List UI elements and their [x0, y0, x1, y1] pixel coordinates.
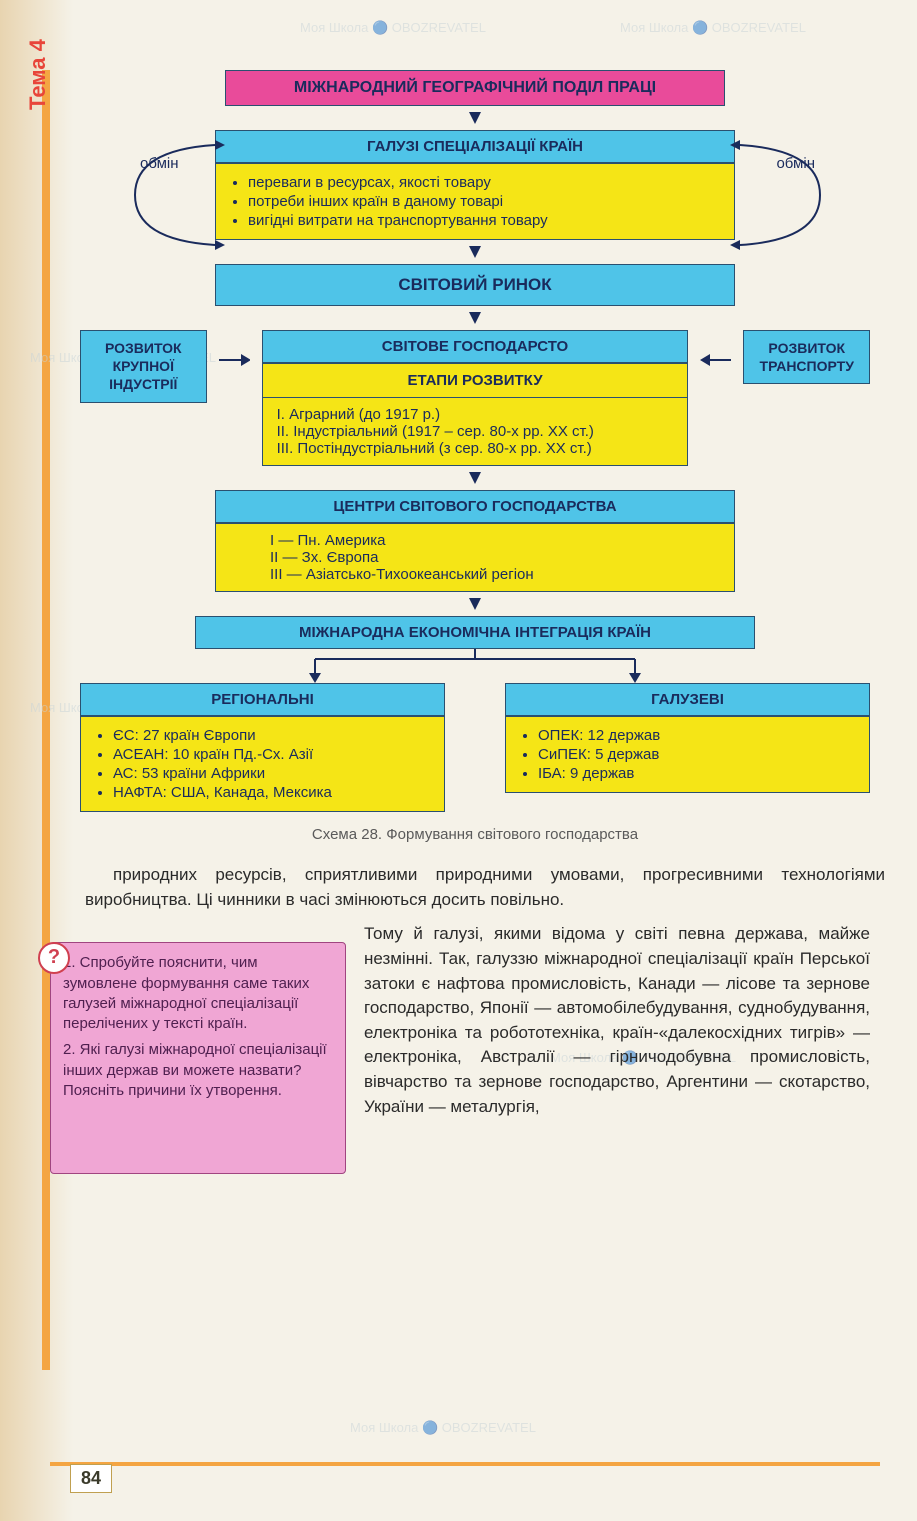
line: РОЗВИТОК	[105, 340, 182, 356]
node-body: переваги в ресурсах, якості товару потре…	[215, 163, 735, 240]
side-tab-label: Тема 4	[25, 39, 51, 110]
diagram-caption: Схема 28. Формування світового господарс…	[80, 826, 870, 843]
page-number: 84	[70, 1464, 112, 1493]
arrow-right-icon	[219, 330, 250, 390]
text-with-task: 1. Спробуйте пояснити, чим зумовлене фор…	[50, 922, 870, 1174]
bottom-accent-bar	[50, 1462, 880, 1466]
list-item: ІІІ. Постіндустріальний (з сер. 80-х рр.…	[277, 440, 674, 457]
paragraph: природних ресурсів, сприятливими природн…	[85, 863, 885, 912]
node-side-industry: РОЗВИТОК КРУПНОЇ ІНДУСТРІЇ	[80, 330, 207, 403]
list-item: ОПЕК: 12 держав	[538, 727, 855, 744]
node-header: ЦЕНТРИ СВІТОВОГО ГОСПОДАРСТВА	[215, 490, 735, 523]
node-body: ЄС: 27 країн Європи АСЕАН: 10 країн Пд.-…	[80, 716, 445, 812]
node-header: ГАЛУЗЕВІ	[505, 683, 870, 716]
node-body: І — Пн. Америка ІІ — Зх. Європа ІІІ — Аз…	[215, 523, 735, 592]
node-side-transport: РОЗВИТОК ТРАНСПОРТУ	[743, 330, 870, 384]
list-item: І. Аграрний (до 1917 р.)	[277, 406, 674, 423]
line: КРУПНОЇ	[113, 358, 174, 374]
node-world-economy: СВІТОВЕ ГОСПОДАРСТО ЕТАПИ РОЗВИТКУ І. Аг…	[262, 330, 689, 466]
node-body: І. Аграрний (до 1917 р.) ІІ. Індустріаль…	[262, 398, 689, 466]
arrow-down-icon	[469, 112, 481, 124]
node-specialization: ГАЛУЗІ СПЕЦІАЛІЗАЦІЇ КРАЇН переваги в ре…	[215, 130, 735, 240]
arrow-down-icon	[469, 472, 481, 484]
arrow-down-icon	[469, 312, 481, 324]
task-question-1: 1. Спробуйте пояснити, чим зумовлене фор…	[63, 953, 333, 1034]
list-item: потреби інших країн в даному товарі	[248, 193, 720, 210]
node-body: ОПЕК: 12 держав СиПЕК: 5 держав ІБА: 9 д…	[505, 716, 870, 793]
arrow-left-icon	[700, 330, 731, 390]
list-item: І — Пн. Америка	[270, 532, 720, 549]
line: РОЗВИТОК	[768, 340, 845, 356]
split-arrows-icon	[195, 649, 755, 683]
node-regional: РЕГІОНАЛЬНІ ЄС: 27 країн Європи АСЕАН: 1…	[80, 683, 445, 812]
list-item: переваги в ресурсах, якості товару	[248, 174, 720, 191]
list-item: АСЕАН: 10 країн Пд.-Сх. Азії	[113, 746, 430, 763]
line: ІНДУСТРІЇ	[109, 376, 177, 392]
page: Тема 4 Моя Школа 🔵 OBOZREVATEL Моя Школа…	[0, 0, 917, 1521]
list-item: ІІІ — Азіатсько-Тихоокеанський регіон	[270, 566, 720, 583]
list-item: АС: 53 країни Африки	[113, 765, 430, 782]
node-subtitle: ЕТАПИ РОЗВИТКУ	[262, 363, 689, 398]
list-item: СиПЕК: 5 держав	[538, 746, 855, 763]
list-item: вигідні витрати на транспортування товар…	[248, 212, 720, 229]
node-world-market: СВІТОВИЙ РИНОК	[215, 264, 735, 306]
node-title-pink: МІЖНАРОДНИЙ ГЕОГРАФІЧНИЙ ПОДІЛ ПРАЦІ	[225, 70, 725, 106]
list-item: ЄС: 27 країн Європи	[113, 727, 430, 744]
watermark: Моя Школа 🔵 OBOZREVATEL	[620, 20, 806, 36]
curve-arrow-left-icon	[120, 140, 230, 250]
task-question-2: 2. Які галузі міжнародної спеціалізації …	[63, 1040, 333, 1101]
line: ТРАНСПОРТУ	[760, 358, 854, 374]
watermark: Моя Школа 🔵 OBOZREVATEL	[300, 20, 486, 36]
list-item: ІБА: 9 держав	[538, 765, 855, 782]
task-box: 1. Спробуйте пояснити, чим зумовлене фор…	[50, 942, 346, 1174]
curve-arrow-right-icon	[725, 140, 835, 250]
side-accent-bar	[42, 70, 50, 1370]
node-centers: ЦЕНТРИ СВІТОВОГО ГОСПОДАРСТВА І — Пн. Ам…	[215, 490, 735, 592]
list-item: ІІ — Зх. Європа	[270, 549, 720, 566]
diagram: МІЖНАРОДНИЙ ГЕОГРАФІЧНИЙ ПОДІЛ ПРАЦІ ГАЛ…	[80, 70, 870, 843]
node-sectoral: ГАЛУЗЕВІ ОПЕК: 12 держав СиПЕК: 5 держав…	[505, 683, 870, 812]
node-header: СВІТОВЕ ГОСПОДАРСТО	[262, 330, 689, 363]
node-header: РЕГІОНАЛЬНІ	[80, 683, 445, 716]
list-item: НАФТА: США, Канада, Мексика	[113, 784, 430, 801]
node-integration: МІЖНАРОДНА ЕКОНОМІЧНА ІНТЕГРАЦІЯ КРАЇН	[195, 616, 755, 649]
arrow-down-icon	[469, 598, 481, 610]
watermark: Моя Школа 🔵 OBOZREVATEL	[350, 1420, 536, 1436]
list-item: ІІ. Індустріальний (1917 – сер. 80-х рр.…	[277, 423, 674, 440]
arrow-down-icon	[469, 246, 481, 258]
paragraph: Тому й галузі, якими відома у світі певн…	[364, 922, 870, 1174]
node-header: ГАЛУЗІ СПЕЦІАЛІЗАЦІЇ КРАЇН	[215, 130, 735, 163]
